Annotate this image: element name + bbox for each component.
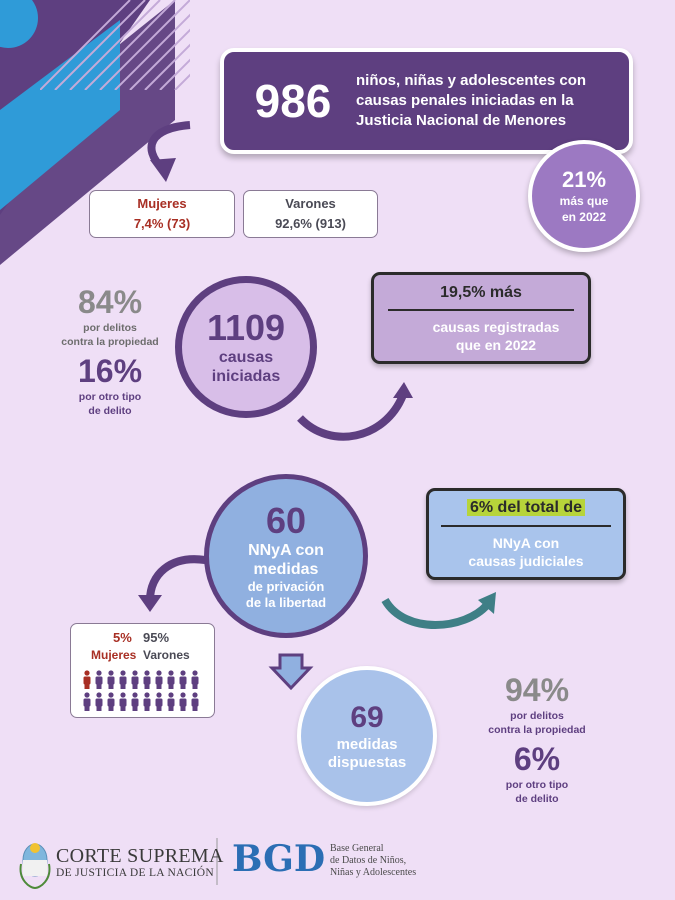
curved-arrow-icon bbox=[381, 597, 490, 629]
curved-arrow-icon bbox=[297, 393, 407, 441]
medidas-privacion-line1: NNyA con bbox=[248, 542, 324, 559]
man-person-icon bbox=[155, 670, 163, 689]
other-crime-line2: de delito bbox=[88, 405, 132, 417]
medidas-other-line1: por otro tipo bbox=[505, 779, 569, 791]
children-count: 986 bbox=[254, 75, 332, 127]
causas-crime-split: 84% por delitos contra la propiedad 16% … bbox=[40, 284, 180, 418]
bgd-line1: Base General bbox=[330, 843, 384, 854]
man-person-icon bbox=[191, 692, 199, 711]
people-pictogram bbox=[83, 670, 199, 711]
causas-number: 1109 bbox=[206, 307, 286, 348]
medidas-women-percent: 5% bbox=[113, 630, 132, 645]
causas-line2: iniciadas bbox=[211, 368, 281, 385]
women-label: Mujeres bbox=[137, 196, 187, 211]
bgd-line2: de Datos de Niños, bbox=[330, 855, 407, 866]
man-person-icon bbox=[179, 670, 187, 689]
share-of-total-line1: NNyA con bbox=[492, 535, 560, 551]
property-crime-line2: contra la propiedad bbox=[61, 336, 159, 348]
bgd-line3: Niñas y Adolescentes bbox=[330, 867, 417, 878]
medidas-property-line2: contra la propiedad bbox=[488, 724, 586, 736]
argentina-seal-icon bbox=[19, 843, 51, 890]
woman-person-icon bbox=[83, 670, 91, 689]
medidas-men-percent: 95% bbox=[143, 630, 170, 645]
women-box: Mujeres 7,4% (73) bbox=[89, 190, 235, 238]
medidas-privacion-circle: 60 NNyA con medidas de privación de la l… bbox=[204, 474, 368, 638]
men-value: 92,6% (913) bbox=[275, 216, 346, 231]
corte-suprema-logo-subtitle: DE JUSTICIA DE LA NACIÓN bbox=[56, 867, 214, 879]
bgd-logo-subtitle: Base General de Datos de Niños, Niñas y … bbox=[330, 843, 416, 879]
man-person-icon bbox=[107, 692, 115, 711]
children-count-description: niños, niñas y adolescentes con causas p… bbox=[356, 72, 587, 129]
man-person-icon bbox=[119, 670, 127, 689]
men-label: Varones bbox=[285, 196, 336, 211]
causas-line1: causas bbox=[218, 349, 274, 366]
children-count-banner: 986 niños, niñas y adolescentes con caus… bbox=[220, 48, 633, 154]
medidas-men-label: Varones bbox=[143, 648, 190, 662]
man-person-icon bbox=[95, 670, 103, 689]
man-person-icon bbox=[119, 692, 127, 711]
man-person-icon bbox=[167, 692, 175, 711]
corte-suprema-logo-title: CORTE SUPREMA bbox=[56, 845, 224, 867]
causas-growth-line1: causas registradas bbox=[432, 319, 560, 335]
property-crime-percent: 84% bbox=[77, 284, 143, 320]
share-of-total-line2: causas judiciales bbox=[468, 553, 584, 569]
children-growth-percent: 21% bbox=[561, 167, 607, 192]
medidas-gender-box: 5% 95% Mujeres Varones bbox=[70, 623, 215, 718]
medidas-women-label: Mujeres bbox=[91, 648, 137, 662]
children-growth-badge: 21% más que en 2022 bbox=[528, 140, 640, 252]
medidas-other-line2: de delito bbox=[515, 793, 559, 805]
man-person-icon bbox=[83, 692, 91, 711]
causas-growth-line2: que en 2022 bbox=[455, 337, 537, 353]
medidas-other-percent: 6% bbox=[513, 741, 561, 777]
other-crime-line1: por otro tipo bbox=[78, 391, 142, 403]
arrow-head-icon bbox=[393, 382, 413, 398]
medidas-privacion-line2: medidas bbox=[253, 561, 319, 578]
medidas-dispuestas-circle: 69 medidas dispuestas bbox=[297, 666, 437, 806]
medidas-dispuestas-number: 69 bbox=[350, 701, 384, 734]
medidas-property-line1: por delitos bbox=[510, 710, 564, 722]
man-person-icon bbox=[179, 692, 187, 711]
arrow-head-icon bbox=[150, 158, 176, 182]
stripe-pattern bbox=[40, 0, 190, 90]
children-growth-line2: en 2022 bbox=[561, 210, 607, 224]
men-box: Varones 92,6% (913) bbox=[243, 190, 378, 238]
arrow-head-icon bbox=[478, 592, 496, 614]
arrow-head-icon bbox=[138, 595, 162, 612]
other-crime-percent: 16% bbox=[77, 353, 143, 389]
children-growth-line1: más que bbox=[559, 194, 609, 208]
medidas-privacion-line3: de privación bbox=[247, 579, 325, 594]
causas-growth-box: 19,5% más causas registradas que en 2022 bbox=[371, 272, 591, 364]
property-crime-line1: por delitos bbox=[83, 322, 137, 334]
women-value: 7,4% (73) bbox=[133, 216, 191, 231]
man-person-icon bbox=[167, 670, 175, 689]
man-person-icon bbox=[143, 670, 151, 689]
medidas-dispuestas-line2: dispuestas bbox=[327, 754, 407, 771]
man-person-icon bbox=[131, 670, 139, 689]
man-person-icon bbox=[155, 692, 163, 711]
medidas-dispuestas-line1: medidas bbox=[336, 736, 398, 753]
bgd-logo: BGD bbox=[232, 838, 326, 880]
medidas-privacion-number: 60 bbox=[265, 500, 307, 541]
medidas-property-percent: 94% bbox=[504, 672, 570, 708]
blue-circle-shape bbox=[0, 0, 38, 48]
man-person-icon bbox=[191, 670, 199, 689]
man-person-icon bbox=[131, 692, 139, 711]
medidas-privacion-line4: de la libertad bbox=[245, 595, 327, 610]
man-person-icon bbox=[107, 670, 115, 689]
down-arrow-icon bbox=[268, 653, 314, 691]
man-person-icon bbox=[95, 692, 103, 711]
curved-arrow-icon bbox=[146, 555, 206, 601]
share-of-total-box: 6% del total de NNyA con causas judicial… bbox=[426, 488, 626, 580]
blue-triangle-shape bbox=[0, 20, 120, 210]
man-person-icon bbox=[143, 692, 151, 711]
causas-growth-headline: 19,5% más bbox=[388, 275, 574, 311]
causas-circle: 1109 causas iniciadas bbox=[175, 276, 317, 418]
share-of-total-headline: 6% del total de bbox=[466, 499, 586, 516]
medidas-crime-split: 94% por delitos contra la propiedad 6% p… bbox=[462, 672, 612, 806]
